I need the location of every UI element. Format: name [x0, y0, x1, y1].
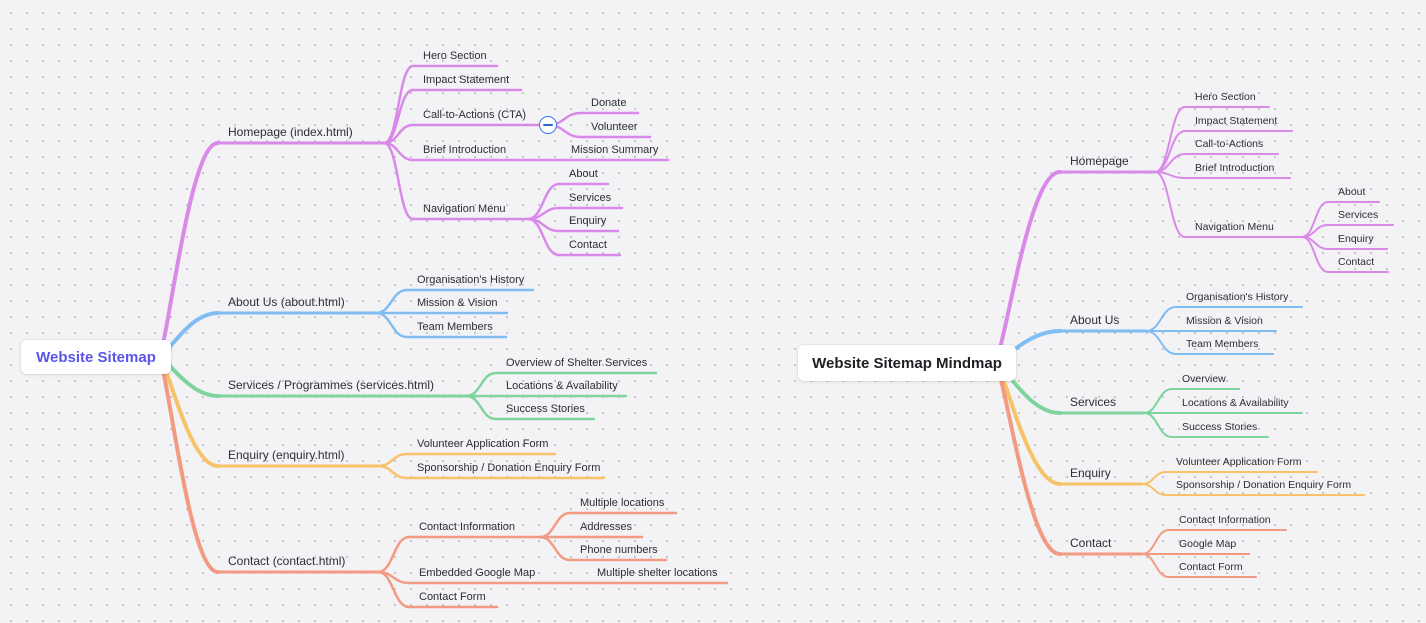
node-multiple-locations[interactable]: Multiple locations	[580, 497, 665, 509]
node-sponsorship-donation-enquiry-form[interactable]: Sponsorship / Donation Enquiry Form	[1176, 479, 1351, 491]
node-mission-vision[interactable]: Mission & Vision	[1186, 315, 1263, 327]
node-impact-statement[interactable]: Impact Statement	[423, 74, 509, 86]
node-locations-availability[interactable]: Locations & Availability	[1182, 397, 1289, 409]
branch-homepage[interactable]: Homepage (index.html)	[228, 125, 353, 139]
node-multiple-locations-link	[538, 511, 572, 539]
node-services-link	[526, 206, 561, 221]
root-node-website-sitemap-mindmap[interactable]: Website Sitemap Mindmap	[798, 345, 1016, 381]
node-overview[interactable]: Overview	[1182, 373, 1226, 385]
node-success-stories[interactable]: Success Stories	[506, 403, 585, 415]
branch-homepage[interactable]: Homepage	[1070, 154, 1129, 168]
node-multiple-shelter-locations[interactable]: Multiple shelter locations	[597, 567, 718, 579]
node-services[interactable]: Services	[569, 192, 612, 204]
node-navigation-menu-link	[1154, 171, 1186, 238]
branch-contact[interactable]: Contact	[1070, 536, 1112, 550]
branch-about-us[interactable]: About Us (about.html)	[228, 295, 345, 309]
node-team-members[interactable]: Team Members	[1186, 338, 1258, 350]
node-contact-information[interactable]: Contact Information	[1179, 514, 1271, 526]
node-contact-information-link	[1141, 529, 1170, 555]
node-contact-information[interactable]: Contact Information	[419, 521, 515, 533]
node-volunteer-application-form[interactable]: Volunteer Application Form	[1176, 456, 1302, 468]
root-node-website-sitemap[interactable]: Website Sitemap	[21, 340, 171, 374]
node-mission-summary[interactable]: Mission Summary	[571, 144, 659, 156]
node-contact-form-link	[1141, 553, 1170, 578]
node-impact-statement[interactable]: Impact Statement	[1195, 115, 1277, 127]
node-overview-link	[1143, 388, 1173, 414]
node-team-members-link	[1145, 330, 1177, 355]
node-brief-introduction[interactable]: Brief Introduction	[423, 144, 506, 156]
node-contact-link	[1301, 236, 1329, 273]
node-volunteer[interactable]: Volunteer	[591, 121, 638, 133]
node-overview-of-shelter-services-link	[464, 371, 498, 398]
node-addresses[interactable]: Addresses	[580, 521, 632, 533]
node-google-map[interactable]: Google Map	[1179, 538, 1236, 550]
branch-services-programmes[interactable]: Services / Programmes (services.html)	[228, 378, 434, 392]
root-node-title: Website Sitemap	[36, 348, 156, 366]
node-contact-information-link	[376, 535, 411, 574]
node-organisation-s-history[interactable]: Organisation's History	[417, 274, 525, 286]
node-sponsorship-donation-enquiry-form-link	[1141, 483, 1167, 496]
branch-enquiry[interactable]: Enquiry (enquiry.html)	[228, 448, 344, 462]
node-navigation-menu-link	[382, 141, 415, 221]
node-volunteer-application-form-link	[376, 452, 409, 468]
branch-services[interactable]: Services	[1070, 395, 1116, 409]
node-about[interactable]: About	[1338, 186, 1366, 198]
node-success-stories[interactable]: Success Stories	[1182, 421, 1257, 433]
node-success-stories-link	[464, 394, 498, 421]
node-about[interactable]: About	[569, 168, 598, 180]
node-contact-form[interactable]: Contact Form	[419, 591, 486, 603]
node-mission-vision[interactable]: Mission & Vision	[417, 297, 498, 309]
node-success-stories-link	[1143, 412, 1173, 438]
node-phone-numbers-link	[538, 535, 572, 562]
branch-about-us[interactable]: About Us	[1070, 313, 1119, 327]
node-contact-link	[526, 217, 561, 257]
node-volunteer-application-form-link	[1141, 471, 1167, 485]
node-volunteer-application-form[interactable]: Volunteer Application Form	[417, 438, 548, 450]
node-organisation-s-history[interactable]: Organisation's History	[1186, 291, 1289, 303]
node-overview-of-shelter-services[interactable]: Overview of Shelter Services	[506, 357, 648, 369]
node-enquiry[interactable]: Enquiry	[569, 215, 607, 227]
node-hero-section[interactable]: Hero Section	[1195, 91, 1256, 103]
node-phone-numbers[interactable]: Phone numbers	[580, 544, 658, 556]
node-organisation-s-history-link	[374, 288, 409, 315]
node-enquiry[interactable]: Enquiry	[1338, 233, 1374, 245]
branch-contact-link	[992, 360, 1062, 556]
root-node-title: Website Sitemap Mindmap	[812, 354, 1002, 372]
node-sponsorship-donation-enquiry-form-link	[376, 464, 409, 480]
node-contact[interactable]: Contact	[569, 239, 607, 251]
node-locations-availability[interactable]: Locations & Availability	[506, 380, 618, 392]
node-navigation-menu[interactable]: Navigation Menu	[423, 203, 506, 215]
node-call-to-actions-cta[interactable]: Call-to-Actions (CTA)	[423, 109, 526, 121]
node-embedded-google-map[interactable]: Embedded Google Map	[419, 567, 535, 579]
node-organisation-s-history-link	[1145, 306, 1177, 332]
collapse-minus-icon[interactable]	[539, 116, 557, 134]
branch-enquiry[interactable]: Enquiry	[1070, 466, 1111, 480]
node-brief-introduction[interactable]: Brief Introduction	[1195, 162, 1275, 174]
node-services[interactable]: Services	[1338, 209, 1378, 221]
node-navigation-menu[interactable]: Navigation Menu	[1195, 221, 1274, 233]
node-hero-section[interactable]: Hero Section	[423, 50, 487, 62]
node-team-members-link	[374, 311, 409, 339]
node-team-members[interactable]: Team Members	[417, 321, 493, 333]
node-call-to-actions[interactable]: Call-to-Actions	[1195, 138, 1263, 150]
node-donate[interactable]: Donate	[591, 97, 626, 109]
node-hero-section-link	[382, 64, 415, 145]
branch-contact[interactable]: Contact (contact.html)	[228, 554, 345, 568]
node-contact-form-link	[376, 570, 411, 609]
node-contact[interactable]: Contact	[1338, 256, 1374, 268]
node-sponsorship-donation-enquiry-form[interactable]: Sponsorship / Donation Enquiry Form	[417, 462, 600, 474]
node-contact-form[interactable]: Contact Form	[1179, 561, 1243, 573]
